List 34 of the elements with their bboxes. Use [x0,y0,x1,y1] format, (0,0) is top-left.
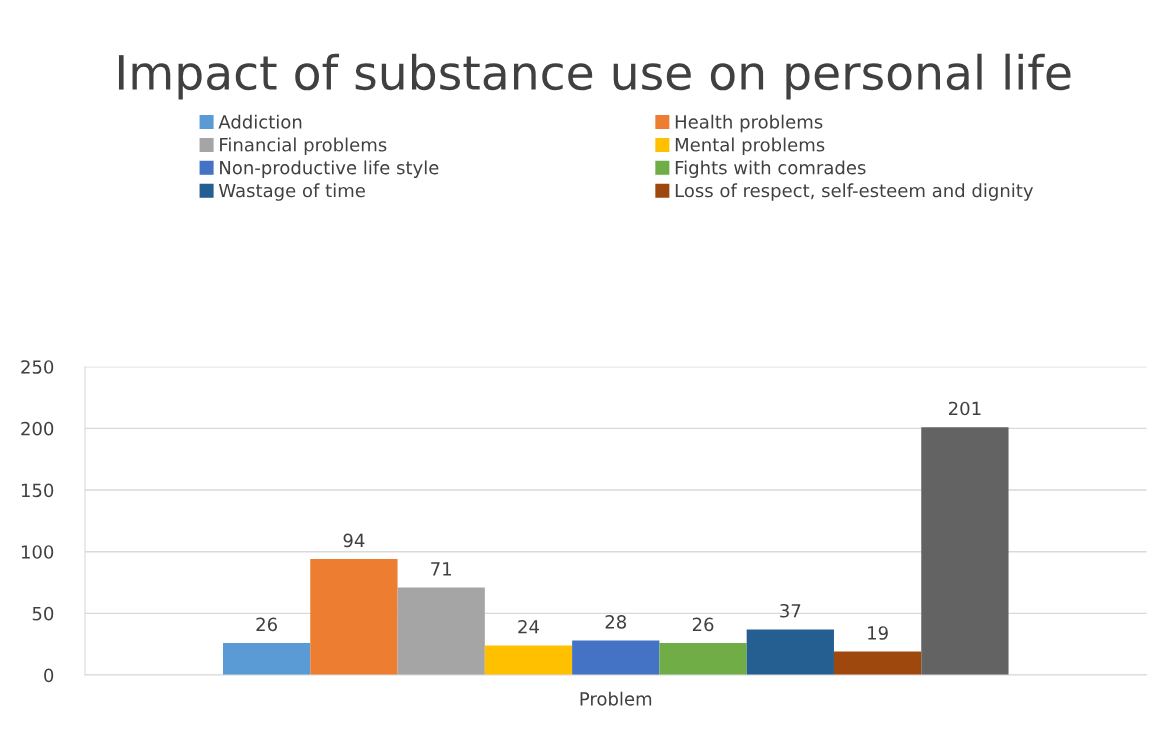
legend-label: Health problems [675,114,823,133]
data-label: 26 [256,617,277,632]
y-tick-label: 0 [44,668,54,683]
bar [921,427,1009,676]
data-label: 28 [605,615,627,629]
data-label: 37 [780,603,801,618]
bar [659,642,747,676]
data-label: 201 [948,401,981,416]
y-tick-label: 100 [21,545,54,559]
x-tick-label: Problem [580,691,652,706]
bar [572,640,660,676]
y-tick-label: 200 [21,421,54,436]
legend-label: Mental problems [675,137,825,156]
bar [484,645,573,676]
y-tick-label: 150 [21,483,54,498]
legend-label: Loss of respect, self-esteem and dignity [675,183,1034,201]
bar [746,629,834,676]
bar [310,559,398,676]
legend-label: Addiction [218,114,302,129]
data-label: 71 [431,562,452,576]
bar [833,651,922,676]
legend-label: Non-productive life style [220,160,439,178]
legend-label: Financial problems [220,137,387,156]
data-label: 24 [518,619,539,634]
data-label: 19 [868,626,888,640]
y-tick-label: 250 [21,360,54,374]
legend-label: Wastage of time [218,183,365,201]
bar [222,642,311,676]
data-label: 94 [343,533,365,548]
chart-title: Impact of substance use on personal life [118,53,1071,100]
y-tick-label: 50 [32,606,54,621]
data-label: 26 [692,617,714,632]
legend-label: Fights with comrades [675,160,866,178]
bar [397,587,485,676]
